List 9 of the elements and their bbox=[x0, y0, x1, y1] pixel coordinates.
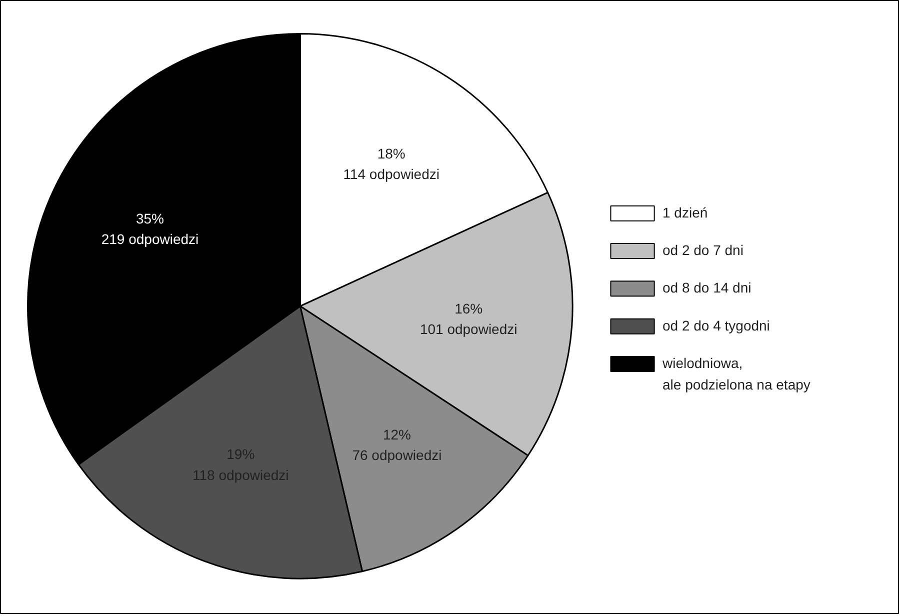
data-label: 12% 76 odpowiedzi bbox=[352, 426, 442, 464]
legend-label: 1 dzień bbox=[662, 204, 708, 220]
data-label: 16% 101 odpowiedzi bbox=[420, 300, 518, 338]
legend-label: wielodniowa, ale podzielona na etapy bbox=[661, 354, 810, 393]
legend-label: od 2 do 4 tygodni bbox=[662, 317, 770, 334]
data-label: 35% 219 odpowiedzi bbox=[101, 210, 199, 248]
legend-label: od 2 do 7 dni bbox=[662, 242, 744, 258]
legend-label: od 8 do 14 dni bbox=[662, 280, 752, 296]
data-label: 18% 114 odpowiedzi bbox=[343, 145, 440, 182]
